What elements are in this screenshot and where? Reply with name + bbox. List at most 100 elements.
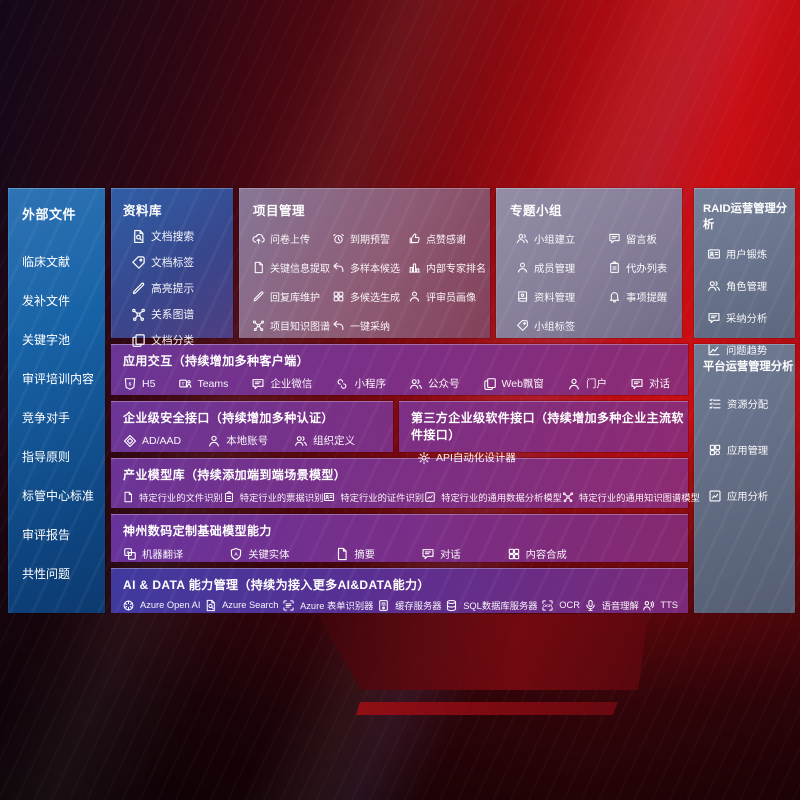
list-item: 缓存服务器: [377, 598, 442, 612]
list-item: 对话: [630, 376, 670, 391]
list-item-label: 问卷上传: [270, 235, 310, 246]
list-item: 审评培训内容: [22, 370, 105, 387]
list-item: 审评报告: [22, 526, 105, 543]
app-interaction-clients: 5 H5 T Teams 企业微信 小程序 公众号 Web飘窗 门户 对话: [111, 376, 688, 391]
resource-list-icon: [708, 397, 722, 411]
list-item-label: 小程序: [354, 378, 386, 390]
entity-shield-icon: A: [229, 547, 243, 561]
list-item-label: SQL数据库服务器: [463, 601, 538, 611]
highlight-pen-icon: [131, 281, 146, 296]
material-book-icon: [516, 290, 529, 303]
list-item-label: 本地账号: [226, 435, 269, 447]
panel-topic-groups: 专题小组 小组建立 留言板 成员管理 代办列表 资料管理 事项提醒 小组标签: [496, 188, 682, 338]
group-tag-icon: [516, 319, 529, 332]
list-item-label: 特定行业的通用知识图谱模型: [578, 493, 700, 503]
row-enterprise-security-api: 企业级安全接口（持续增加多种认证） AD/AAD 本地账号 组织定义: [111, 401, 393, 452]
row-ai-data-capability: AI & DATA 能力管理（持续为接入更多AI&DATA能力） Azure O…: [111, 568, 688, 613]
list-item-label: OCR: [559, 600, 580, 610]
list-item-label: 发补文件: [22, 294, 71, 308]
list-item: 特定行业的票据识别: [223, 490, 323, 504]
list-item: 特定行业的文件识别: [122, 490, 223, 504]
list-item-label: 项目知识图谱: [270, 322, 330, 333]
ad-diamond-icon: [123, 434, 137, 448]
list-item: SQL数据库服务器: [445, 598, 538, 612]
list-item-label: 点赞感谢: [426, 235, 466, 246]
cloud-upload-icon: [252, 232, 265, 245]
list-item: 标管中心标准: [22, 487, 105, 504]
list-item-label: 企业微信: [270, 378, 313, 390]
list-item-label: 应用管理: [727, 446, 769, 457]
list-item-label: 竞争对手: [22, 411, 71, 425]
list-item: 用户锻炼: [707, 246, 795, 261]
list-item: 关键信息提取: [252, 260, 332, 275]
list-item-label: 文档分类: [151, 335, 195, 347]
app-grid-icon: [708, 443, 722, 457]
base-model-list: A 机器翻译 A 关键实体 摘要 对话 内容合成: [111, 546, 688, 561]
list-item: 语音理解: [584, 598, 639, 612]
svg-text:A: A: [234, 551, 238, 557]
list-item-label: 关系图谱: [151, 309, 195, 321]
list-item: 资料管理: [516, 289, 608, 304]
list-item-label: 关键信息提取: [270, 264, 330, 275]
wechat-work-icon: [251, 377, 265, 391]
list-item-label: 门户: [585, 378, 607, 390]
row-thirdparty-software-api: 第三方企业级软件接口（持续增加多种企业主流软件接口） API自动化设计器: [399, 401, 688, 464]
list-item: 文档搜索: [131, 228, 233, 244]
portal-person-icon: [567, 377, 581, 391]
list-item-label: Azure Open AI: [140, 600, 201, 610]
list-item: 特定行业的证件识别: [323, 490, 424, 504]
receipt-recognition-icon: [223, 491, 235, 503]
list-item-label: 缓存服务器: [395, 601, 442, 611]
list-item-label: 到期预警: [350, 235, 390, 246]
knowledge-graph-icon: [252, 319, 265, 332]
list-item-label: 审评报告: [22, 528, 71, 542]
list-item: 小组建立: [516, 231, 608, 246]
panel-title: RAID运营管理分析: [703, 203, 788, 231]
list-item-label: 小组建立: [534, 235, 576, 246]
list-item: OCR OCR: [541, 599, 580, 612]
panel-title: 项目管理: [253, 204, 306, 218]
list-item: 代办列表: [608, 260, 680, 275]
thumbs-up-icon: [408, 232, 421, 245]
list-item-label: 成员管理: [534, 264, 576, 275]
list-item-label: 文档搜索: [151, 231, 195, 243]
list-item: 一键采纳: [332, 318, 408, 333]
list-item: 采纳分析: [707, 310, 795, 325]
list-item: 多候选生成: [332, 289, 408, 304]
dialog-chat-icon: [630, 377, 644, 391]
list-item-label: 语音理解: [601, 601, 639, 611]
knowledge-graph-model-icon: [562, 491, 574, 503]
list-item-label: 公众号: [428, 378, 460, 390]
list-item-label: 特定行业的文件识别: [139, 493, 223, 503]
ocr-icon: OCR: [541, 599, 554, 612]
list-item: API自动化设计器: [417, 450, 516, 465]
openai-icon: [122, 599, 135, 612]
panel-title: 平台运营管理分析: [703, 361, 794, 373]
list-item: 应用管理: [708, 442, 795, 457]
raid-ops-list: 用户锻炼 角色管理 采纳分析 问题趋势: [694, 232, 795, 357]
list-item-label: 资料管理: [534, 293, 576, 304]
trend-chart-icon: [707, 343, 721, 357]
list-item-label: 一键采纳: [350, 322, 390, 333]
list-item-label: 指导原则: [22, 450, 71, 464]
list-item: Azure 表单识别器: [282, 598, 373, 612]
svg-text:5: 5: [129, 381, 132, 387]
reply-arrow-icon: [332, 261, 345, 274]
panel-external-files: 外部文件 临床文献 发补文件 关键字池 审评培训内容 竞争对手 指导原则 标管中心标准 审评报…: [8, 188, 105, 613]
list-item-label: 审评培训内容: [22, 372, 95, 386]
list-item: 成员管理: [516, 260, 608, 275]
list-item-label: 多候选生成: [350, 293, 400, 304]
platform-ops-list: 资源分配 应用管理 应用分析: [694, 374, 795, 503]
list-item: 问卷上传: [252, 231, 332, 246]
todo-clipboard-icon: [608, 261, 621, 274]
role-users-icon: [707, 279, 721, 293]
list-item-label: 小组标签: [534, 322, 576, 333]
list-item-label: 关键实体: [248, 550, 290, 561]
org-users-icon: [294, 434, 308, 448]
list-item-label: 评审员画像: [426, 293, 476, 304]
official-account-icon: [409, 377, 423, 391]
list-item: 角色管理: [707, 278, 795, 293]
document-search-icon: [131, 229, 146, 244]
list-item-label: 标管中心标准: [22, 489, 95, 503]
panel-title: 资料库: [123, 204, 163, 218]
